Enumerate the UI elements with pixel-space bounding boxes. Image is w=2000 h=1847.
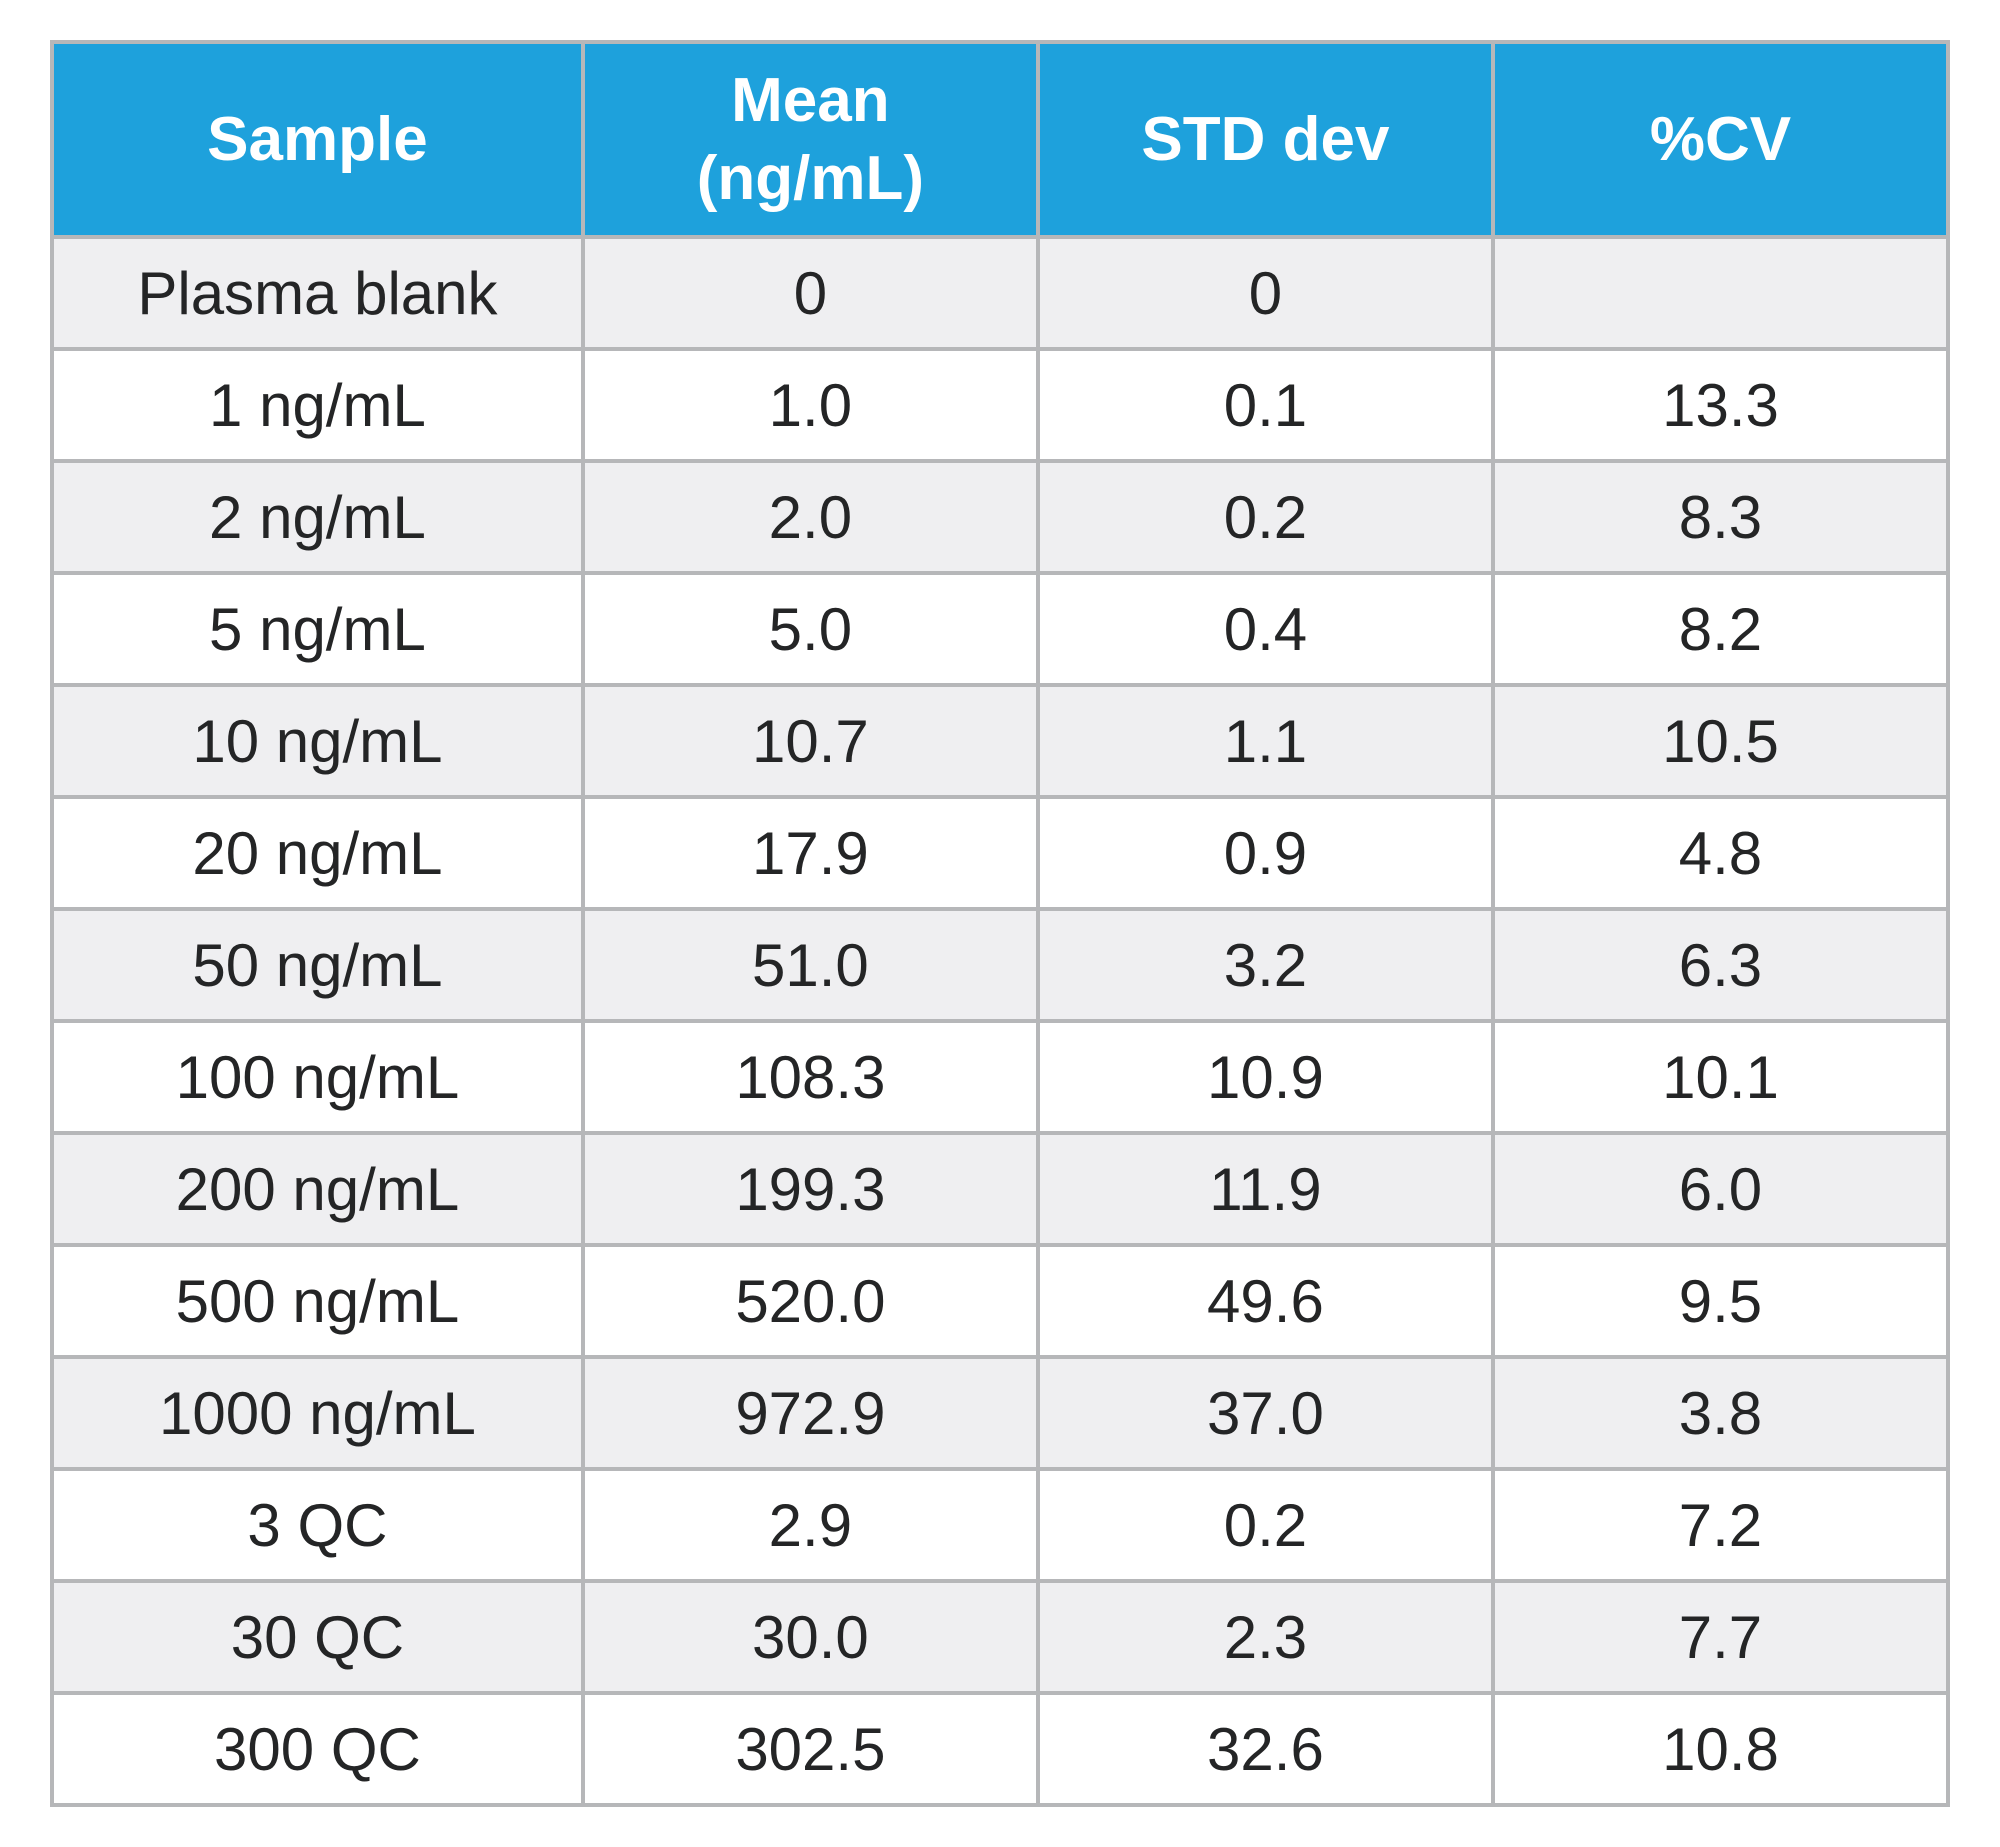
cell: 302.5 — [583, 1693, 1038, 1805]
cell: 0.2 — [1038, 1469, 1493, 1581]
cell: 1 ng/mL — [52, 349, 583, 461]
table-row: 300 QC302.532.610.8 — [52, 1693, 1948, 1805]
cell: 108.3 — [583, 1021, 1038, 1133]
cell: 10 ng/mL — [52, 685, 583, 797]
cell: 7.2 — [1493, 1469, 1948, 1581]
cell: 30 QC — [52, 1581, 583, 1693]
cell: 9.5 — [1493, 1245, 1948, 1357]
cell: 8.2 — [1493, 573, 1948, 685]
cell: 0.1 — [1038, 349, 1493, 461]
col-header-3: %CV — [1493, 42, 1948, 237]
table-row: 5 ng/mL5.00.48.2 — [52, 573, 1948, 685]
cell: 10.7 — [583, 685, 1038, 797]
cell: 30.0 — [583, 1581, 1038, 1693]
cell: 0.4 — [1038, 573, 1493, 685]
cell: 20 ng/mL — [52, 797, 583, 909]
cell: 1.0 — [583, 349, 1038, 461]
cell: 11.9 — [1038, 1133, 1493, 1245]
col-header-2: STD dev — [1038, 42, 1493, 237]
cell: 972.9 — [583, 1357, 1038, 1469]
cell: 1000 ng/mL — [52, 1357, 583, 1469]
cell: 2 ng/mL — [52, 461, 583, 573]
cell: 3.8 — [1493, 1357, 1948, 1469]
cell: 10.5 — [1493, 685, 1948, 797]
cell: 17.9 — [583, 797, 1038, 909]
cell — [1493, 237, 1948, 349]
cell: 7.7 — [1493, 1581, 1948, 1693]
cell: 13.3 — [1493, 349, 1948, 461]
cell: 3 QC — [52, 1469, 583, 1581]
cell: 500 ng/mL — [52, 1245, 583, 1357]
cell: 10.8 — [1493, 1693, 1948, 1805]
table-row: Plasma blank00 — [52, 237, 1948, 349]
table-row: 500 ng/mL520.049.69.5 — [52, 1245, 1948, 1357]
cell: 1.1 — [1038, 685, 1493, 797]
cell: 2.3 — [1038, 1581, 1493, 1693]
col-header-1: Mean(ng/mL) — [583, 42, 1038, 237]
cell: 5.0 — [583, 573, 1038, 685]
data-table: SampleMean(ng/mL)STD dev%CV Plasma blank… — [50, 40, 1950, 1807]
cell: 200 ng/mL — [52, 1133, 583, 1245]
table-row: 1000 ng/mL972.937.03.8 — [52, 1357, 1948, 1469]
table-row: 20 ng/mL17.90.94.8 — [52, 797, 1948, 909]
cell: 100 ng/mL — [52, 1021, 583, 1133]
table-header-row: SampleMean(ng/mL)STD dev%CV — [52, 42, 1948, 237]
cell: 3.2 — [1038, 909, 1493, 1021]
cell: 6.3 — [1493, 909, 1948, 1021]
cell: 6.0 — [1493, 1133, 1948, 1245]
cell: 8.3 — [1493, 461, 1948, 573]
cell: 37.0 — [1038, 1357, 1493, 1469]
cell: 300 QC — [52, 1693, 583, 1805]
cell: 2.9 — [583, 1469, 1038, 1581]
table-row: 50 ng/mL51.03.26.3 — [52, 909, 1948, 1021]
cell: 5 ng/mL — [52, 573, 583, 685]
table-row: 2 ng/mL2.00.28.3 — [52, 461, 1948, 573]
cell: 2.0 — [583, 461, 1038, 573]
cell: 32.6 — [1038, 1693, 1493, 1805]
cell: 50 ng/mL — [52, 909, 583, 1021]
cell: 10.1 — [1493, 1021, 1948, 1133]
cell: 51.0 — [583, 909, 1038, 1021]
col-header-0: Sample — [52, 42, 583, 237]
cell: 0.2 — [1038, 461, 1493, 573]
cell: 10.9 — [1038, 1021, 1493, 1133]
table-row: 1 ng/mL1.00.113.3 — [52, 349, 1948, 461]
cell: Plasma blank — [52, 237, 583, 349]
cell: 0.9 — [1038, 797, 1493, 909]
cell: 199.3 — [583, 1133, 1038, 1245]
table-row: 200 ng/mL199.311.96.0 — [52, 1133, 1948, 1245]
table-row: 100 ng/mL108.310.910.1 — [52, 1021, 1948, 1133]
cell: 0 — [583, 237, 1038, 349]
table-row: 3 QC2.90.27.2 — [52, 1469, 1948, 1581]
table-row: 30 QC30.02.37.7 — [52, 1581, 1948, 1693]
cell: 49.6 — [1038, 1245, 1493, 1357]
cell: 520.0 — [583, 1245, 1038, 1357]
table-row: 10 ng/mL10.71.110.5 — [52, 685, 1948, 797]
table-container: SampleMean(ng/mL)STD dev%CV Plasma blank… — [0, 0, 2000, 1847]
cell: 0 — [1038, 237, 1493, 349]
cell: 4.8 — [1493, 797, 1948, 909]
